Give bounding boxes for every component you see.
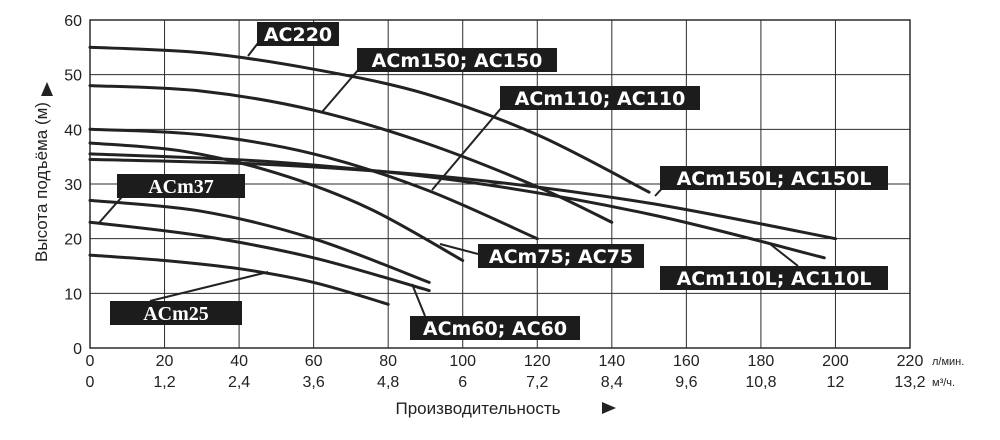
label-box-ac220	[257, 22, 339, 46]
x-tick-label-primary: 20	[156, 353, 174, 370]
label-acm110l-ac110l: ACm110L; AC110L	[660, 266, 888, 290]
x-tick-label-primary: 0	[86, 353, 95, 370]
x-unit-primary: л/мин.	[932, 356, 964, 368]
plot-frame	[89, 19, 911, 349]
curve-acm110-ac110	[88, 127, 539, 241]
y-axis-title: Высота подъёма (м)	[32, 102, 51, 262]
label-acm37: ACm37	[117, 174, 245, 198]
label-text-acm37: ACm37	[148, 176, 214, 198]
label-text-acm110l-ac110l: ACm110L; AC110L	[677, 268, 872, 290]
x-tick-label-primary: 160	[673, 353, 700, 370]
x-tick-label-primary: 200	[822, 353, 849, 370]
x-tick-label-secondary: 3,6	[303, 374, 325, 391]
y-tick-label: 0	[73, 341, 82, 358]
label-acm25: ACm25	[110, 301, 242, 325]
leader-acm25	[149, 271, 269, 302]
x-tick-label-primary: 80	[379, 353, 397, 370]
leader-acm60-ac60	[411, 283, 426, 317]
leader-acm110-ac110	[431, 99, 509, 191]
x-tick-label-primary: 140	[598, 353, 625, 370]
label-text-acm150l-ac150l: ACm150L; AC150L	[677, 168, 872, 190]
y-tick-label: 60	[64, 13, 82, 30]
x-axis-arrow-icon	[602, 402, 616, 414]
label-text-ac220: AC220	[264, 24, 332, 46]
label-text-acm75-ac75: ACm75; AC75	[489, 246, 633, 268]
y-tick-label: 10	[64, 286, 82, 303]
y-tick-label: 50	[64, 68, 82, 85]
y-tick-label: 30	[64, 177, 82, 194]
x-tick-label-primary: 220	[897, 353, 924, 370]
y-axis-arrow-icon	[41, 82, 53, 96]
label-box-acm25	[110, 301, 242, 325]
x-tick-label-secondary: 1,2	[153, 374, 175, 391]
curve-acm150l-ac150l	[88, 157, 837, 241]
x-unit-secondary: м³/ч.	[932, 377, 955, 389]
x-tick-label-secondary: 7,2	[526, 374, 548, 391]
y-tick-label: 40	[64, 122, 82, 139]
x-tick-label-secondary: 10,8	[745, 374, 776, 391]
curves	[88, 45, 837, 306]
label-box-acm75-ac75	[478, 244, 644, 268]
label-acm150-ac150: ACm150; AC150	[357, 48, 557, 72]
label-text-acm150-ac150: ACm150; AC150	[372, 50, 543, 72]
curve-acm25	[88, 253, 390, 306]
x-tick-label-secondary: 2,4	[228, 374, 250, 391]
y-tick-label: 20	[64, 232, 82, 249]
label-box-acm150l-ac150l	[660, 166, 888, 190]
leader-acm75-ac75	[439, 243, 479, 255]
x-axis-title: Производительность	[395, 399, 560, 418]
label-box-acm37	[117, 174, 245, 198]
label-box-acm60-ac60	[410, 316, 580, 340]
x-tick-label-secondary: 9,6	[675, 374, 697, 391]
curve-acm60-ac60	[88, 198, 431, 284]
grid	[89, 19, 911, 349]
x-tick-label-primary: 60	[305, 353, 323, 370]
label-text-acm25: ACm25	[143, 303, 209, 325]
x-tick-label-primary: 100	[449, 353, 476, 370]
label-box-acm110l-ac110l	[660, 266, 888, 290]
label-box-acm110-ac110	[500, 86, 700, 110]
label-acm75-ac75: ACm75; AC75	[478, 244, 644, 268]
series-labels: AC220 ACm150; AC150 ACm110; AC110 ACm150L; …	[110, 22, 888, 340]
curve-acm75-ac75	[88, 141, 465, 262]
curve-acm37	[88, 220, 431, 293]
curve-acm110l-ac110l	[88, 152, 826, 260]
label-text-acm110-ac110: ACm110; AC110	[515, 88, 686, 110]
label-box-acm150-ac150	[357, 48, 557, 72]
curve-ac220	[88, 45, 651, 194]
x-tick-label-secondary: 0	[86, 374, 95, 391]
x-tick-label-secondary: 4,8	[377, 374, 399, 391]
label-ac220: AC220	[257, 22, 339, 46]
label-text-acm60-ac60: ACm60; AC60	[423, 318, 567, 340]
x-tick-label-secondary: 8,4	[601, 374, 623, 391]
x-tick-label-primary: 180	[748, 353, 775, 370]
x-tick-label-secondary: 12	[827, 374, 845, 391]
label-acm150l-ac150l: ACm150L; AC150L	[660, 166, 888, 190]
label-acm110-ac110: ACm110; AC110	[500, 86, 700, 110]
x-tick-label-secondary: 13,2	[894, 374, 925, 391]
x-tick-label-secondary: 6	[458, 374, 467, 391]
x-tick-label-primary: 40	[230, 353, 248, 370]
x-tick-label-primary: 120	[524, 353, 551, 370]
leader-acm110l-ac110l	[769, 243, 799, 267]
label-acm60-ac60: ACm60; AC60	[410, 316, 580, 340]
